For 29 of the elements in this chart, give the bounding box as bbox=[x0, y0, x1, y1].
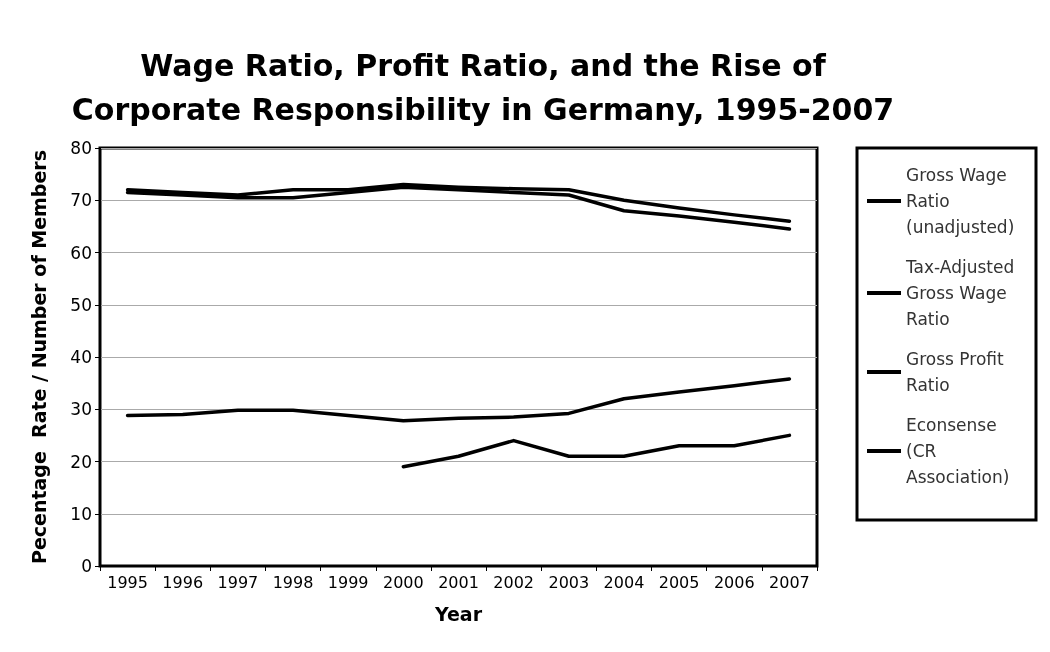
y-tick-label: 10 bbox=[70, 503, 92, 524]
x-tick-label: 2007 bbox=[769, 572, 810, 592]
y-tick-label: 60 bbox=[70, 242, 92, 263]
y-tick-label: 30 bbox=[70, 399, 92, 420]
x-tick-label: 1995 bbox=[107, 572, 148, 592]
x-tick-label: 2002 bbox=[493, 572, 535, 592]
x-tick-label: 1997 bbox=[217, 572, 259, 592]
y-tick-label: 50 bbox=[70, 294, 92, 315]
x-axis-title: Year bbox=[433, 602, 483, 625]
y-tick-label: 0 bbox=[81, 556, 92, 576]
legend-label: Gross Profit Ratio bbox=[906, 349, 1010, 395]
x-tick-label: 1998 bbox=[272, 572, 314, 592]
legend-label: Gross Wage Ratio (unadjusted) bbox=[906, 165, 1015, 237]
y-tick-label: 40 bbox=[70, 347, 92, 367]
x-tick-label: 2000 bbox=[382, 572, 424, 592]
legend-label: Tax-Adjusted Gross Wage Ratio bbox=[905, 257, 1020, 329]
chart-title: Wage Ratio, Profit Ratio, and the Rise of Corporate Responsibility in Germany, 1995-2007 bbox=[71, 47, 895, 127]
x-tick-label: 1999 bbox=[327, 572, 369, 592]
y-axis-title: Pecentage Rate / Number of Members bbox=[27, 149, 50, 565]
y-tick-label: 20 bbox=[70, 451, 92, 472]
x-tick-label: 1996 bbox=[162, 572, 204, 592]
x-tick-label: 2004 bbox=[603, 572, 645, 592]
x-tick-label: 2001 bbox=[438, 572, 479, 592]
x-tick-label: 2006 bbox=[713, 572, 755, 592]
legend-label: Econsense (CR Association) bbox=[906, 415, 1010, 487]
x-tick-label: 2005 bbox=[658, 572, 700, 592]
y-tick-label: 70 bbox=[70, 190, 92, 211]
y-tick-label: 80 bbox=[70, 138, 92, 158]
x-tick-label: 2003 bbox=[548, 572, 590, 592]
